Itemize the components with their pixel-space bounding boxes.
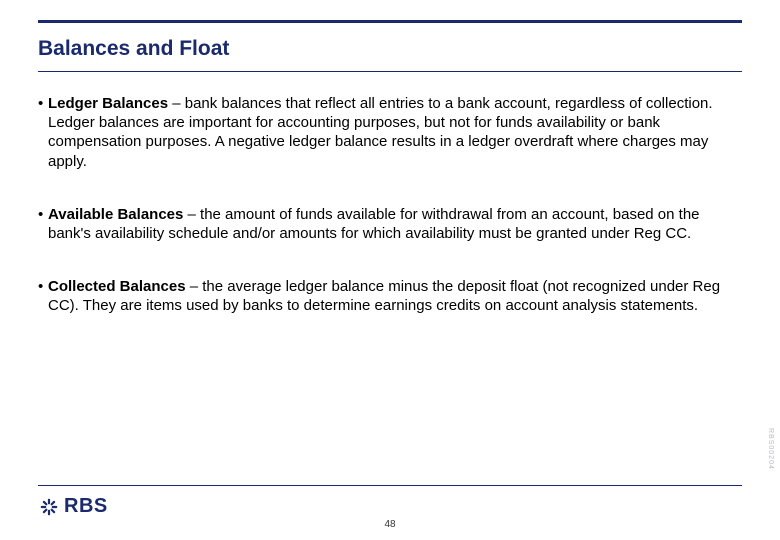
top-rule <box>38 20 742 23</box>
bullet-item: • Collected Balances – the average ledge… <box>38 277 742 315</box>
title-rule <box>38 71 742 72</box>
side-code: RBS00204 <box>767 428 774 470</box>
bullet-dot: • <box>38 277 48 296</box>
bullet-dot: • <box>38 94 48 113</box>
bullet-item: • Ledger Balances – bank balances that r… <box>38 94 742 171</box>
page-number: 48 <box>0 519 780 530</box>
bullet-term: Ledger Balances <box>48 95 168 112</box>
brand-logo: RBS <box>38 495 108 518</box>
daisy-icon <box>38 496 60 518</box>
bullet-dot: • <box>38 205 48 224</box>
bullet-term: Available Balances <box>48 206 183 223</box>
logo-text: RBS <box>64 495 108 518</box>
bottom-rule <box>38 485 742 486</box>
bullet-term: Collected Balances <box>48 278 186 295</box>
bullet-item: • Available Balances – the amount of fun… <box>38 205 742 243</box>
content-area: • Ledger Balances – bank balances that r… <box>38 94 742 316</box>
slide-title: Balances and Float <box>38 37 742 61</box>
